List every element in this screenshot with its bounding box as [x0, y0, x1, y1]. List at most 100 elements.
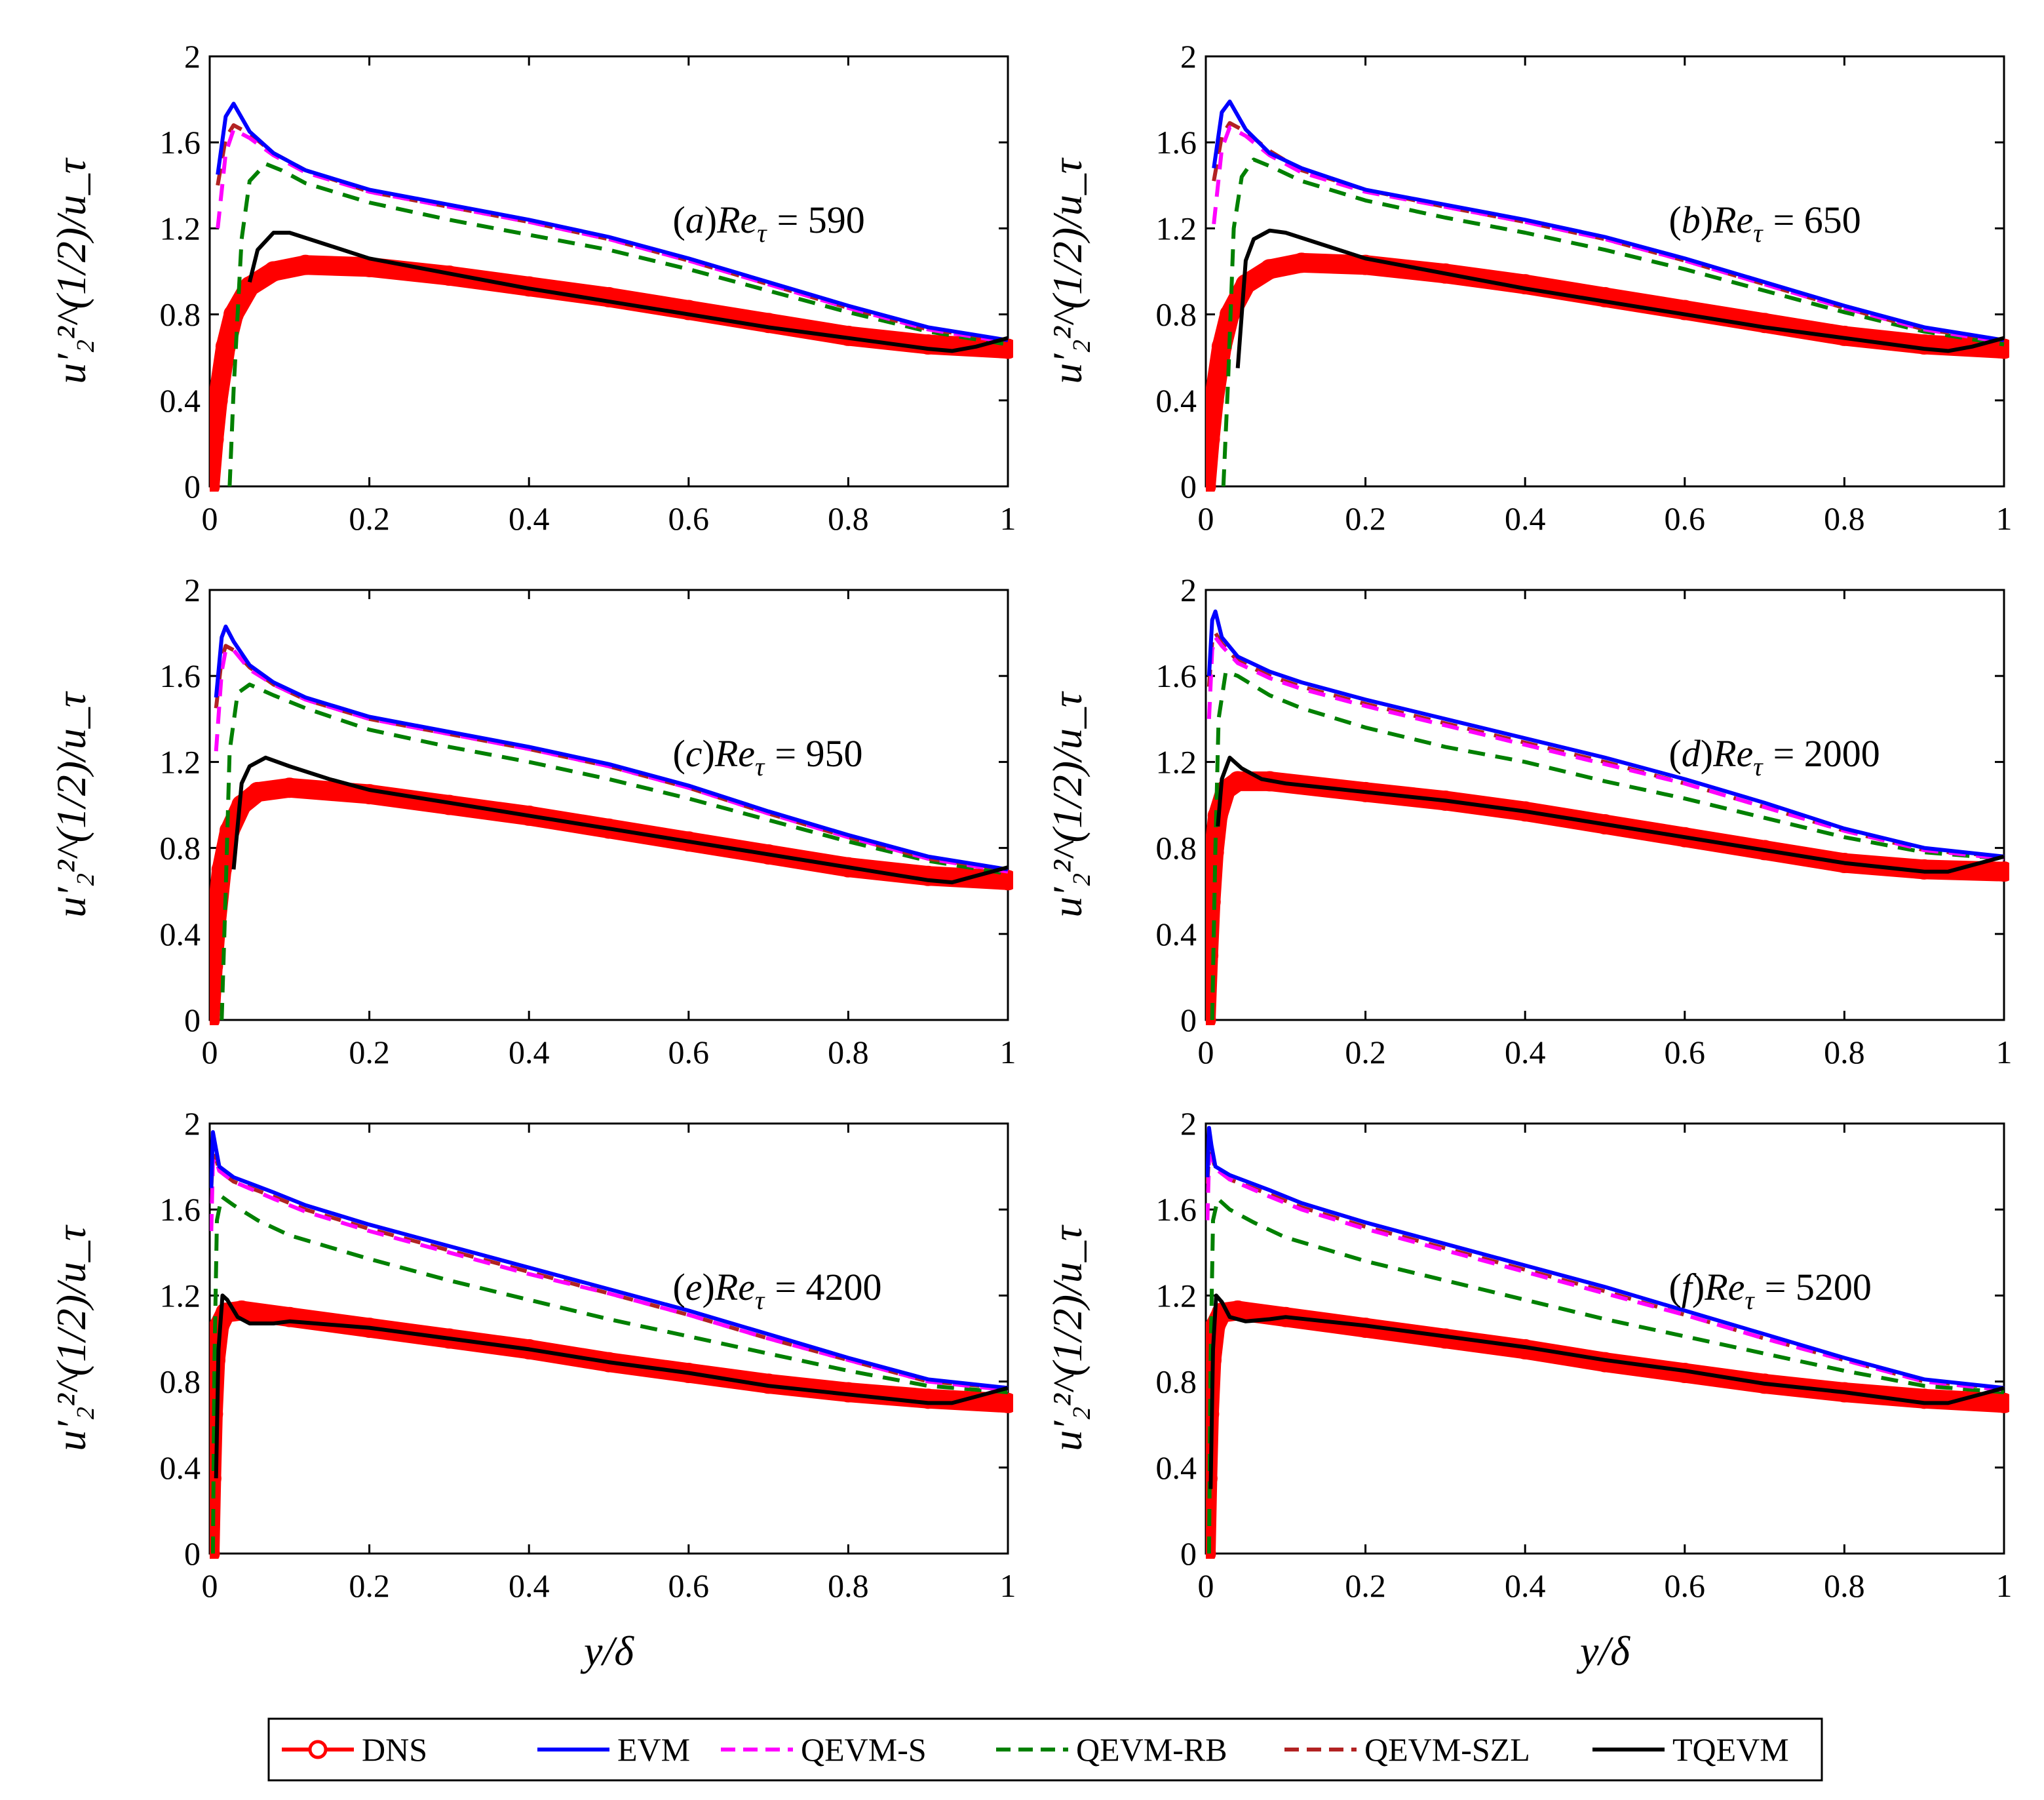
y-tick-label: 0.8 — [1156, 1363, 1197, 1400]
x-tick-label: 0 — [1198, 500, 1214, 537]
panel-frame — [1205, 589, 2005, 1021]
y-tick-label: 2 — [1180, 1105, 1197, 1142]
legend-label: QEVM-RB — [1076, 1731, 1227, 1768]
y-tick-label: 0.8 — [160, 830, 201, 867]
x-tick-label: 0.4 — [509, 1567, 550, 1604]
dns-marker — [1674, 300, 1695, 321]
y-tick-label: 0.8 — [1156, 296, 1197, 333]
dns-marker — [1994, 338, 2009, 359]
panel-label: (d)Reτ = 2000 — [1668, 732, 1880, 781]
dns-marker — [279, 777, 300, 798]
y-tick-label: 1.6 — [160, 657, 201, 694]
series-qevm-szl-line — [214, 644, 1009, 872]
y-axis-label: u′₂²^(1/2)/u_τ — [1044, 157, 1090, 384]
x-tick-label: 0 — [202, 500, 218, 537]
x-tick-label: 0.2 — [1345, 1567, 1386, 1604]
series-tqevm-line — [1216, 755, 2005, 874]
y-tick-label: 1.2 — [1156, 743, 1197, 780]
series-evm-line — [214, 624, 1009, 872]
dns-marker — [1206, 1543, 1216, 1559]
series-tqevm-line — [247, 231, 1009, 353]
x-tick-label: 0.4 — [1505, 1034, 1546, 1070]
series-evm-line — [1206, 1125, 2005, 1390]
dns-marker — [917, 334, 938, 355]
panel-frame — [1205, 55, 2005, 488]
y-tick-label: 1.2 — [1156, 210, 1197, 246]
panel-c: 0 0.2 0.4 0.6 0.8 1 0 0.4 0.8 1.2 1.6 2 u′₂²^(1/2)/u… — [48, 572, 1016, 1070]
panel-d: 0 0.2 0.4 0.6 0.8 1 0 0.4 0.8 1.2 1.6 2 u′₂²^(1/2)/u… — [1044, 572, 2013, 1070]
legend-item-qevm-s: QEVM-S — [721, 1731, 927, 1768]
x-tick-label: 0.2 — [349, 1567, 390, 1604]
y-tick-label: 1.6 — [1156, 1191, 1197, 1228]
series-qevm-rb-line — [210, 1194, 1009, 1554]
dns-marker — [1754, 313, 1775, 334]
y-tick-label: 1.2 — [1156, 1277, 1197, 1314]
dns-marker — [210, 429, 224, 450]
dns-marker — [1994, 1392, 2009, 1413]
x-tick-label: 0 — [1198, 1567, 1214, 1604]
legend: DNS EVM QEVM-S QEVM-RB QEVM-SZL TQEVM — [267, 1717, 1823, 1782]
dns-marker — [210, 1009, 220, 1025]
y-tick-label: 1.6 — [160, 124, 201, 161]
panel-label: (e)Reτ = 4200 — [672, 1266, 881, 1315]
dns-marker — [210, 476, 220, 492]
y-tick-label: 1.2 — [160, 743, 201, 780]
panel-label: (a)Reτ = 590 — [672, 199, 864, 248]
x-tick-label: 0 — [1198, 1034, 1214, 1070]
y-tick-label: 0.8 — [1156, 830, 1197, 867]
legend-label: QEVM-S — [801, 1731, 927, 1768]
dns-marker — [758, 313, 779, 334]
legend-item-qevm-rb: QEVM-RB — [996, 1731, 1227, 1768]
series-evm-line — [210, 1130, 1009, 1390]
dns-marker — [598, 286, 619, 307]
x-tick-label: 0.2 — [349, 1034, 390, 1070]
dns-marker — [1206, 1009, 1216, 1025]
series-dns-line — [1206, 252, 2009, 492]
legend-label: DNS — [362, 1731, 427, 1768]
series-evm-line — [1212, 99, 2005, 342]
y-tick-label: 0 — [1180, 1002, 1197, 1038]
x-tick-label: 1 — [1000, 1034, 1016, 1070]
x-axis-label: y/δ — [580, 1628, 634, 1674]
x-axis-label: y/δ — [1576, 1628, 1630, 1674]
series-qevm-rb-line — [1206, 1196, 2005, 1554]
x-tick-label: 0.8 — [828, 500, 869, 537]
x-tick-label: 0.4 — [509, 1034, 550, 1070]
dns-marker — [1914, 1388, 1935, 1409]
x-tick-label: 0.8 — [1824, 1567, 1865, 1604]
panel-f: 0 0.2 0.4 0.6 0.8 1 0 0.4 0.8 1.2 1.6 2 u′₂²^(1/2)/u… — [1044, 1105, 2013, 1604]
legend-item-dns: DNS — [282, 1731, 427, 1768]
y-axis-label: u′₂²^(1/2)/u_τ — [48, 157, 94, 384]
dns-marker — [1206, 891, 1221, 912]
x-tick-label: 1 — [1996, 500, 2013, 537]
y-axis-label: u′₂²^(1/2)/u_τ — [1044, 1224, 1090, 1451]
legend-item-tqevm: TQEVM — [1592, 1731, 1789, 1768]
y-tick-label: 0.4 — [160, 916, 201, 952]
panel-frame — [208, 55, 1009, 488]
series-qevm-szl-line — [1212, 121, 2005, 342]
series-qevm-s-line — [1212, 125, 2005, 345]
dns-marker — [678, 300, 699, 321]
dns-marker — [223, 304, 244, 325]
x-tick-label: 0.8 — [1824, 1034, 1865, 1070]
series-qevm-s-line — [214, 648, 1009, 874]
x-tick-label: 0.6 — [668, 1567, 710, 1604]
y-axis-label: u′₂²^(1/2)/u_τ — [48, 1224, 94, 1451]
y-tick-label: 0.4 — [1156, 382, 1197, 419]
x-tick-label: 0.8 — [828, 1567, 869, 1604]
dns-marker — [1514, 274, 1535, 295]
x-tick-label: 0.4 — [1505, 1567, 1546, 1604]
dns-marker — [917, 865, 938, 886]
series-tqevm-line — [1235, 228, 2005, 368]
dns-marker — [263, 261, 284, 282]
x-tick-label: 0.6 — [1665, 1567, 1706, 1604]
y-tick-label: 0 — [1180, 468, 1197, 505]
series-qevm-rb-line — [220, 682, 1009, 1021]
dns-marker — [210, 390, 228, 411]
y-tick-label: 1.6 — [1156, 657, 1197, 694]
dns-marker — [247, 781, 268, 802]
y-tick-label: 2 — [184, 38, 201, 75]
y-tick-label: 0 — [1180, 1535, 1197, 1572]
y-tick-label: 0 — [184, 1002, 201, 1038]
x-tick-label: 0.2 — [1345, 1034, 1386, 1070]
